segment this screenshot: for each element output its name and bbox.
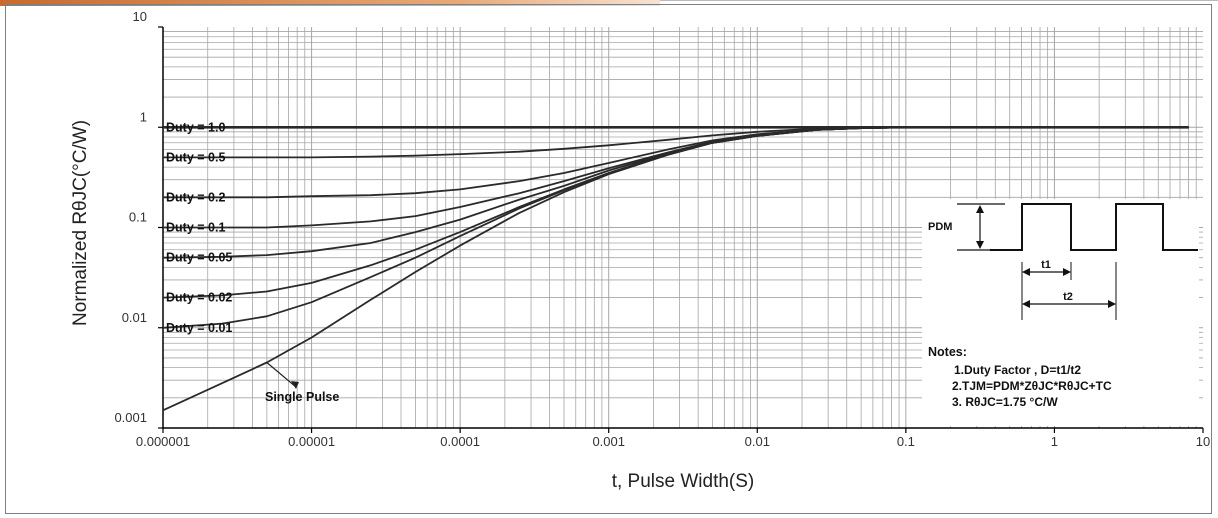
t1-arrow-left (1022, 268, 1030, 276)
chart-frame (5, 4, 1212, 514)
t2-label: t2 (1063, 291, 1073, 303)
single-pulse-pointer (266, 362, 297, 388)
single-pulse-arrowhead (291, 381, 299, 389)
pulse-waveform (990, 203, 1198, 251)
y-tick-label: 10 (133, 9, 147, 24)
x-tick-label: 0.01 (745, 434, 770, 449)
series-label: Duty = 0.02 (166, 291, 232, 305)
x-tick-label: 0.000001 (136, 434, 190, 449)
y-axis-label: Normalized RθJC(°C/W) (70, 120, 91, 326)
grid (162, 27, 1203, 429)
series-label: Duty = 0.1 (166, 221, 225, 235)
series-line-single-pulse (162, 126, 1189, 412)
note-line: 2.TJM=PDM*ZθJC*RθJC+TC (952, 379, 1112, 393)
series-label: Duty = 0.05 (166, 251, 232, 265)
x-tick-label: 0.00001 (288, 434, 335, 449)
series-label: Duty = 1.0 (166, 120, 225, 134)
y-tick-label: 0.001 (114, 410, 147, 425)
y-tick-label: 0.1 (129, 210, 147, 225)
series-label: Single Pulse (265, 390, 339, 404)
note-line: 3. RθJC=1.75 °C/W (952, 395, 1058, 409)
pdm-arrow-up (976, 205, 984, 213)
notes-title: Notes: (928, 345, 967, 359)
inset-background (922, 199, 1199, 426)
x-tick-label: 10 (1196, 434, 1210, 449)
series-group (162, 126, 1189, 412)
x-tick-label: 0.1 (897, 434, 915, 449)
t1-label: t1 (1041, 259, 1051, 271)
y-tick-label: 0.01 (122, 310, 147, 325)
header-rule (660, 0, 1218, 1)
series-label: Duty = 0.5 (166, 150, 225, 164)
pdm-label: PDM (928, 221, 952, 233)
t1-arrow-right (1063, 268, 1071, 276)
t2-arrow-left (1022, 300, 1030, 308)
series-label: Duty = 0.01 (166, 321, 232, 335)
series-line-duty-0-2 (163, 126, 1189, 199)
x-tick-label: 1 (1051, 434, 1058, 449)
t2-arrow-right (1108, 300, 1116, 308)
y-tick-label: 1 (140, 109, 147, 124)
x-tick-label: 0.001 (592, 434, 625, 449)
x-tick-label: 0.0001 (440, 434, 480, 449)
inset-diagram: PDM t1 t2 Notes: 1.Duty Factor , D=t1/t2 2.TJ… (922, 199, 1199, 426)
note-line: 1.Duty Factor , D=t1/t2 (954, 363, 1081, 377)
labels-group: 0.000001 0.00001 0.0001 0.001 0.01 0.1 1 10 0.00… (70, 9, 1210, 492)
pdm-arrow-down (976, 241, 984, 249)
top-accent-bar (0, 0, 1218, 6)
x-axis-label: t, Pulse Width(S) (612, 471, 755, 492)
accent-stripe (0, 0, 660, 6)
series-label: Duty = 0.2 (166, 190, 225, 204)
